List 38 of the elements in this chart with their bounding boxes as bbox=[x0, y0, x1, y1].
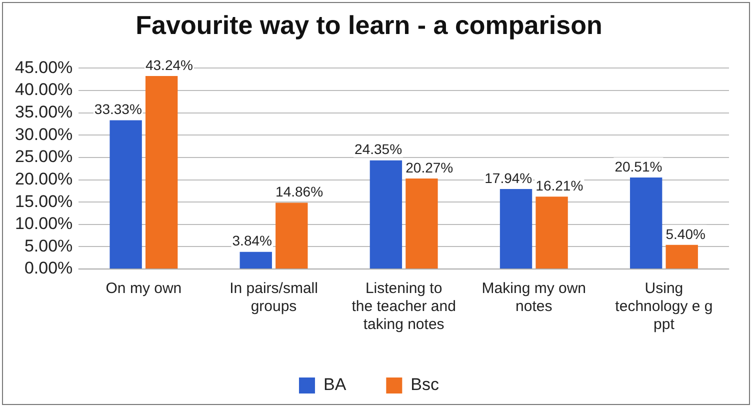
data-label: 3.84% bbox=[232, 232, 272, 249]
bar bbox=[666, 244, 698, 268]
legend-label: Bsc bbox=[410, 375, 440, 394]
data-label: 16.21% bbox=[536, 178, 584, 194]
data-label: 5.40% bbox=[666, 226, 706, 242]
x-tick-label: Listening to the teacher and taking notes bbox=[352, 280, 456, 334]
chart-title: Favourite way to learn - a comparison bbox=[136, 10, 602, 40]
data-label: 14.86% bbox=[276, 184, 324, 200]
y-tick-label: 45.00% bbox=[14, 58, 73, 77]
y-tick-label: 40.00% bbox=[14, 80, 73, 100]
bar bbox=[370, 160, 402, 268]
data-label: 24.35% bbox=[354, 141, 402, 158]
data-label: 17.94% bbox=[484, 170, 532, 186]
x-tick-label: On my own bbox=[106, 280, 182, 298]
bar bbox=[240, 252, 272, 268]
bar bbox=[500, 188, 532, 268]
legend-label: BA bbox=[323, 375, 347, 394]
y-tick-label: 15.00% bbox=[14, 192, 73, 211]
y-tick-label: 5.00% bbox=[24, 236, 73, 256]
bar bbox=[145, 76, 178, 268]
bar bbox=[276, 202, 308, 268]
y-tick-label: 30.00% bbox=[14, 124, 73, 144]
y-tick-label: 0.00% bbox=[24, 258, 73, 278]
data-label: 20.51% bbox=[614, 158, 662, 174]
data-label: 43.24% bbox=[145, 56, 193, 73]
bar bbox=[536, 196, 568, 268]
bar bbox=[110, 120, 142, 268]
y-tick-label: 35.00% bbox=[14, 102, 73, 122]
x-tick-label: Using technology e g ppt bbox=[615, 280, 713, 334]
y-tick-label: 25.00% bbox=[14, 147, 73, 166]
bar bbox=[406, 178, 438, 268]
x-tick-label: Making my own notes bbox=[482, 280, 586, 316]
y-tick-label: 20.00% bbox=[14, 169, 73, 188]
bar bbox=[630, 177, 662, 268]
data-label: 20.27% bbox=[406, 159, 454, 176]
y-tick-label: 10.00% bbox=[14, 214, 73, 234]
data-label: 33.33% bbox=[94, 101, 142, 118]
x-tick-label: In pairs/small groups bbox=[230, 280, 318, 316]
